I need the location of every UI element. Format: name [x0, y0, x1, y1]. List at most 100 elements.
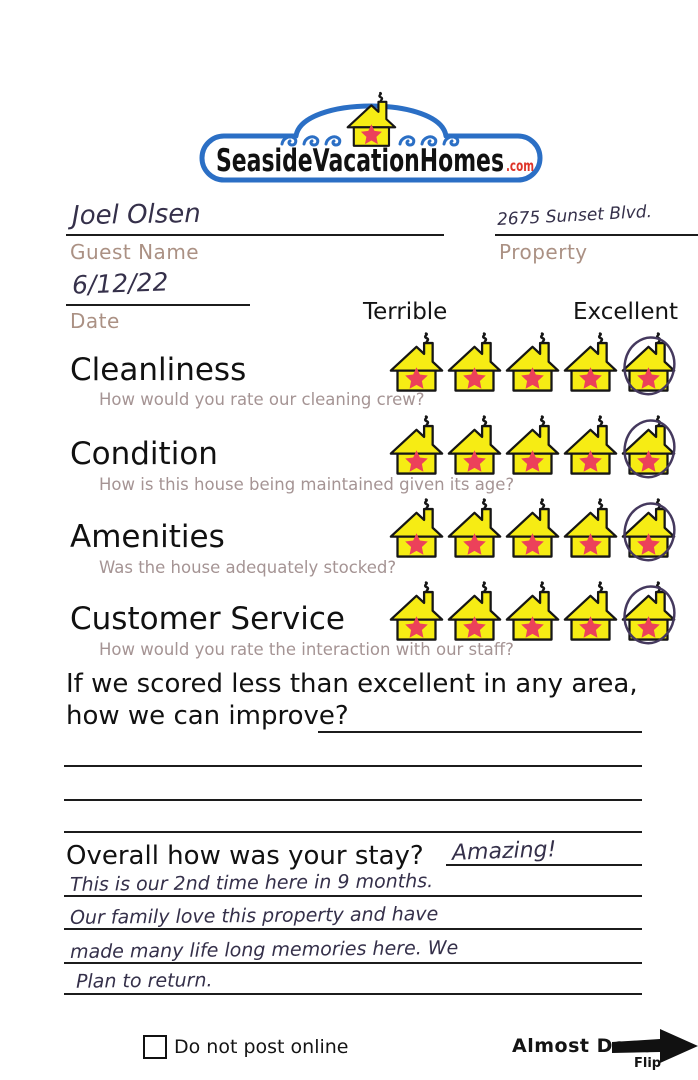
comment-line-3[interactable] — [64, 962, 642, 964]
house-roof — [563, 424, 618, 455]
rating-houses-amenities[interactable] — [388, 498, 677, 562]
comment-line-2[interactable] — [64, 928, 642, 930]
improve-blank-line-3[interactable] — [64, 831, 642, 833]
star-icon — [463, 367, 486, 389]
house-rating-icon[interactable] — [620, 498, 677, 562]
house-roof — [563, 507, 618, 538]
house-rating-icon[interactable] — [620, 581, 677, 645]
logo-house-icon — [346, 91, 397, 147]
star-icon — [463, 450, 486, 472]
flip-label: Flip — [634, 1056, 662, 1071]
house-roof — [447, 424, 502, 455]
improve-prompt-line1: If we scored less than excellent in any … — [66, 669, 638, 699]
house-rating-icon[interactable] — [504, 415, 561, 477]
scale-terrible-label: Terrible — [363, 299, 448, 325]
house-roof — [621, 590, 676, 621]
flip-arrow-icon — [612, 1029, 698, 1063]
improve-answer-line[interactable] — [318, 731, 642, 733]
scale-excellent-label: Excellent — [573, 299, 679, 325]
guest-name-line[interactable] — [66, 234, 444, 236]
house-rating-icon[interactable] — [620, 415, 677, 479]
house-roof — [505, 424, 560, 455]
house-rating-icon[interactable] — [446, 581, 503, 643]
rating-title-cleanliness: Cleanliness — [70, 352, 247, 388]
star-icon — [521, 533, 544, 555]
house-roof — [389, 590, 444, 621]
ink-circle-annotation — [623, 502, 676, 562]
rating-houses-customer-service[interactable] — [388, 581, 677, 645]
property-line[interactable] — [495, 234, 698, 236]
logo-cloud-icon: SeasideVacationHomes .com — [199, 91, 543, 183]
star-icon — [463, 533, 486, 555]
overall-answer-line[interactable] — [446, 864, 642, 866]
house-rating-icon[interactable] — [446, 332, 503, 394]
date-value: 6/12/22 — [71, 267, 169, 300]
house-rating-icon[interactable] — [446, 415, 503, 477]
house-rating-icon[interactable] — [562, 581, 619, 643]
rating-houses-cleanliness[interactable] — [388, 332, 677, 396]
rating-title-customer-service: Customer Service — [70, 601, 346, 637]
comment-line-4[interactable] — [64, 993, 642, 995]
house-rating-icon[interactable] — [388, 498, 445, 560]
overall-comment-4: Plan to return. — [75, 969, 213, 993]
house-roof — [447, 507, 502, 538]
do-not-post-checkbox[interactable] — [143, 1035, 167, 1059]
star-icon — [637, 367, 660, 389]
house-rating-icon[interactable] — [504, 498, 561, 560]
overall-comment-1: This is our 2nd time here in 9 months. — [69, 870, 434, 896]
house-roof — [447, 590, 502, 621]
house-rating-icon[interactable] — [388, 332, 445, 394]
house-rating-icon[interactable] — [388, 415, 445, 477]
house-roof — [621, 341, 676, 372]
logo-brand-text: SeasideVacationHomes — [216, 143, 504, 179]
house-roof — [621, 424, 676, 455]
star-icon — [521, 367, 544, 389]
logo: SeasideVacationHomes .com — [199, 91, 543, 184]
property-value: 2675 Sunset Blvd. — [496, 201, 653, 231]
date-line[interactable] — [66, 304, 250, 306]
house-rating-icon[interactable] — [562, 415, 619, 477]
overall-comment-2: Our family love this property and have — [69, 903, 439, 929]
star-icon — [521, 450, 544, 472]
house-roof — [621, 507, 676, 538]
house-roof — [563, 590, 618, 621]
rating-question-customer-service: How would you rate the interaction with … — [99, 640, 514, 659]
house-rating-icon[interactable] — [446, 498, 503, 560]
star-icon — [579, 367, 602, 389]
do-not-post-label: Do not post online — [174, 1036, 349, 1058]
date-label: Date — [70, 309, 120, 333]
improve-blank-line-2[interactable] — [64, 799, 642, 801]
star-icon — [405, 367, 428, 389]
house-roof — [505, 507, 560, 538]
house-rating-icon[interactable] — [562, 498, 619, 560]
star-icon — [637, 450, 660, 472]
house-rating-icon[interactable] — [504, 581, 561, 643]
guest-name-label: Guest Name — [70, 240, 200, 264]
comment-line-1[interactable] — [64, 895, 642, 897]
house-rating-icon[interactable] — [562, 332, 619, 394]
logo-tld-text: .com — [506, 157, 534, 175]
star-icon — [637, 616, 660, 638]
rating-question-cleanliness: How would you rate our cleaning crew? — [99, 390, 425, 409]
overall-comment-3: made many life long memories here. We — [69, 936, 459, 964]
ink-circle-annotation — [623, 336, 676, 396]
rating-title-condition: Condition — [70, 436, 218, 472]
house-roof — [563, 341, 618, 372]
star-icon — [405, 616, 428, 638]
house-rating-icon[interactable] — [388, 581, 445, 643]
star-icon — [637, 533, 660, 555]
house-roof — [389, 424, 444, 455]
star-icon — [405, 450, 428, 472]
star-icon — [521, 616, 544, 638]
house-roof — [505, 341, 560, 372]
rating-houses-condition[interactable] — [388, 415, 677, 479]
house-rating-icon[interactable] — [620, 332, 677, 396]
house-rating-icon[interactable] — [504, 332, 561, 394]
rating-question-amenities: Was the house adequately stocked? — [99, 558, 397, 577]
improve-prompt-line2: how we can improve? — [66, 701, 349, 731]
rating-question-condition: How is this house being maintained given… — [99, 475, 515, 494]
improve-blank-line-1[interactable] — [64, 765, 642, 767]
rating-title-amenities: Amenities — [70, 519, 225, 555]
house-roof — [389, 507, 444, 538]
